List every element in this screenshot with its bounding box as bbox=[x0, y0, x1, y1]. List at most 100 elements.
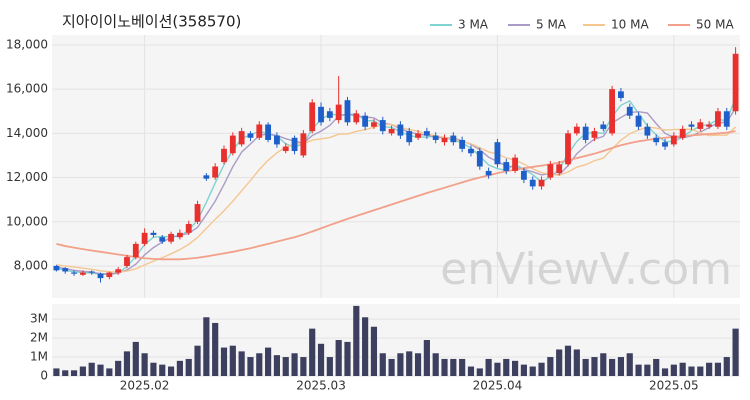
candle-body bbox=[344, 100, 351, 123]
volume-bar bbox=[115, 360, 122, 376]
candle-body bbox=[688, 124, 695, 127]
volume-bar bbox=[141, 353, 148, 376]
volume-bar bbox=[670, 364, 677, 376]
volume-bar bbox=[273, 355, 281, 376]
candle-body bbox=[697, 122, 704, 129]
candle-body bbox=[565, 133, 571, 165]
volume-bar bbox=[406, 351, 413, 376]
candle-body bbox=[476, 151, 483, 167]
ma-line bbox=[56, 130, 736, 261]
volume-bar bbox=[494, 362, 501, 376]
candle-body bbox=[715, 111, 721, 127]
price-panel bbox=[52, 35, 740, 298]
volume-bar bbox=[53, 368, 60, 376]
candle-body bbox=[732, 53, 739, 112]
candle-body bbox=[353, 113, 360, 123]
volume-bar bbox=[564, 345, 572, 376]
volume-bar bbox=[732, 328, 739, 376]
candle-body bbox=[618, 91, 624, 98]
candle-body bbox=[159, 237, 166, 242]
volume-bar bbox=[476, 368, 483, 376]
volume-bar bbox=[556, 349, 563, 376]
volume-bar bbox=[370, 326, 378, 376]
candle-body bbox=[247, 133, 254, 138]
volume-bar bbox=[714, 362, 722, 376]
volume-bar bbox=[62, 370, 69, 376]
candle-body bbox=[309, 102, 316, 132]
candle-body bbox=[415, 133, 421, 138]
candle-body bbox=[326, 111, 333, 118]
candle-body bbox=[388, 128, 395, 134]
candle-body bbox=[432, 135, 439, 140]
volume-bar bbox=[300, 357, 307, 376]
volume-bar bbox=[247, 357, 254, 376]
y-tick-label: 8,000 bbox=[14, 258, 48, 272]
volume-bar bbox=[282, 357, 289, 376]
candle-body bbox=[221, 148, 227, 163]
legend-label: 50 MA bbox=[696, 18, 734, 32]
candle-body bbox=[494, 142, 501, 165]
candle-body bbox=[706, 124, 713, 127]
volume-bar bbox=[582, 358, 589, 376]
y-tick-label: 3M bbox=[30, 312, 48, 326]
candle-body bbox=[256, 124, 263, 138]
volume-bar bbox=[397, 353, 404, 376]
candle-body bbox=[132, 243, 139, 258]
candle-body bbox=[124, 257, 130, 266]
volume-bar bbox=[644, 364, 651, 376]
volume-bar bbox=[661, 368, 669, 376]
volume-bar bbox=[467, 366, 475, 376]
x-tick-label: 2025.03 bbox=[296, 379, 346, 393]
volume-bar bbox=[97, 364, 104, 376]
watermark: enViewV.com bbox=[440, 244, 732, 295]
candle-body bbox=[318, 106, 324, 123]
volume-bar bbox=[335, 340, 342, 376]
volume-bar bbox=[70, 370, 78, 376]
volume-bar bbox=[123, 351, 131, 376]
candle-body bbox=[547, 164, 554, 178]
legend-label: 3 MA bbox=[458, 18, 489, 32]
candle-body bbox=[468, 148, 474, 154]
y-tick-label: 14,000 bbox=[6, 126, 48, 140]
candle-body bbox=[609, 89, 616, 134]
volume-bar bbox=[538, 362, 545, 376]
candle-body bbox=[635, 115, 642, 127]
volume-bar bbox=[600, 353, 607, 376]
volume-bar bbox=[529, 366, 536, 376]
candle-body bbox=[503, 162, 510, 171]
candle-body bbox=[53, 265, 60, 271]
candle-body bbox=[441, 137, 448, 143]
volume-bar bbox=[106, 368, 113, 376]
candle-body bbox=[653, 137, 660, 143]
volume-bar bbox=[635, 364, 642, 376]
volume-bar bbox=[653, 358, 660, 376]
candle-body bbox=[538, 179, 545, 187]
candle-body bbox=[194, 204, 201, 222]
candle-body bbox=[150, 232, 157, 236]
y-tick-label: 16,000 bbox=[6, 82, 48, 96]
volume-bar bbox=[706, 362, 713, 376]
volume-bar bbox=[547, 357, 554, 376]
volume-bar bbox=[441, 358, 448, 376]
volume-bar bbox=[617, 357, 625, 376]
candle-body bbox=[662, 142, 668, 147]
volume-bar bbox=[450, 358, 457, 376]
y-tick-label: 0 bbox=[40, 369, 48, 383]
candle-body bbox=[229, 135, 236, 154]
volume-bar bbox=[520, 364, 527, 376]
candle-body bbox=[62, 268, 69, 272]
volume-bar bbox=[679, 362, 686, 376]
volume-bar bbox=[150, 362, 157, 376]
volume-bar bbox=[229, 345, 236, 376]
x-tick-label: 2025.04 bbox=[473, 379, 523, 393]
volume-bar bbox=[423, 340, 430, 376]
legend-label: 10 MA bbox=[611, 18, 649, 32]
candle-body bbox=[573, 126, 580, 134]
volume-bar bbox=[317, 343, 325, 376]
volume-bar bbox=[379, 353, 386, 376]
volume-bar bbox=[256, 353, 263, 376]
volume-bar bbox=[132, 341, 139, 376]
candle-body bbox=[520, 170, 527, 180]
candle-body bbox=[141, 232, 148, 244]
